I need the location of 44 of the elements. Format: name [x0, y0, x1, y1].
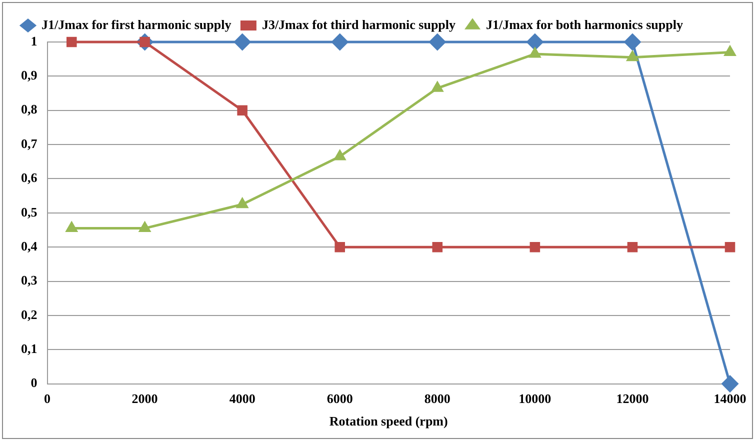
legend-label: J1/Jmax for first harmonic supply — [42, 16, 232, 32]
point — [722, 376, 738, 392]
point — [529, 48, 541, 58]
point — [530, 242, 540, 252]
y-tick-label: 0,2 — [21, 306, 38, 322]
point — [432, 242, 443, 252]
y-tick-label: 0,9 — [21, 68, 38, 83]
y-tick-label: 0,8 — [21, 102, 38, 117]
point — [237, 105, 248, 116]
y-tick-label: 0,6 — [21, 170, 38, 186]
legend-label: J3/Jmax fot third harmonic supply — [262, 16, 456, 32]
x-tick-label: 12000 — [616, 390, 649, 406]
point — [334, 150, 346, 160]
y-tick-label: 0 — [30, 375, 38, 390]
point — [724, 46, 736, 56]
point — [234, 34, 251, 50]
point — [627, 242, 638, 252]
point — [429, 34, 446, 50]
y-tick-label: 0,4 — [21, 238, 38, 254]
point — [334, 242, 345, 252]
point — [66, 36, 77, 48]
point — [139, 222, 150, 232]
point — [332, 34, 348, 50]
y-tick-label: 0,1 — [21, 340, 38, 356]
y-tick-label: 1 — [30, 33, 38, 48]
point — [624, 34, 641, 50]
point — [432, 82, 443, 92]
point — [526, 34, 544, 50]
x-tick-label: 8000 — [424, 390, 450, 406]
y-tick-label: 0,3 — [21, 272, 38, 288]
x-tick-label: 2000 — [132, 390, 158, 406]
point — [626, 51, 638, 62]
x-axis-title: Rotation speed (rpm) — [329, 414, 448, 429]
point — [66, 222, 78, 232]
legend-label: J1/Jmax for both harmonics supply — [486, 16, 684, 32]
x-tick-label: 6000 — [326, 390, 353, 406]
x-tick-label: 10000 — [518, 390, 552, 406]
point — [236, 198, 248, 208]
x-tick-label: 4000 — [229, 390, 256, 406]
y-tick-label: 0,5 — [21, 204, 38, 220]
y-tick-label: 0,7 — [21, 136, 38, 151]
x-tick-label: 0 — [44, 390, 50, 406]
point — [724, 242, 736, 252]
x-tick-label: 14000 — [714, 390, 746, 406]
